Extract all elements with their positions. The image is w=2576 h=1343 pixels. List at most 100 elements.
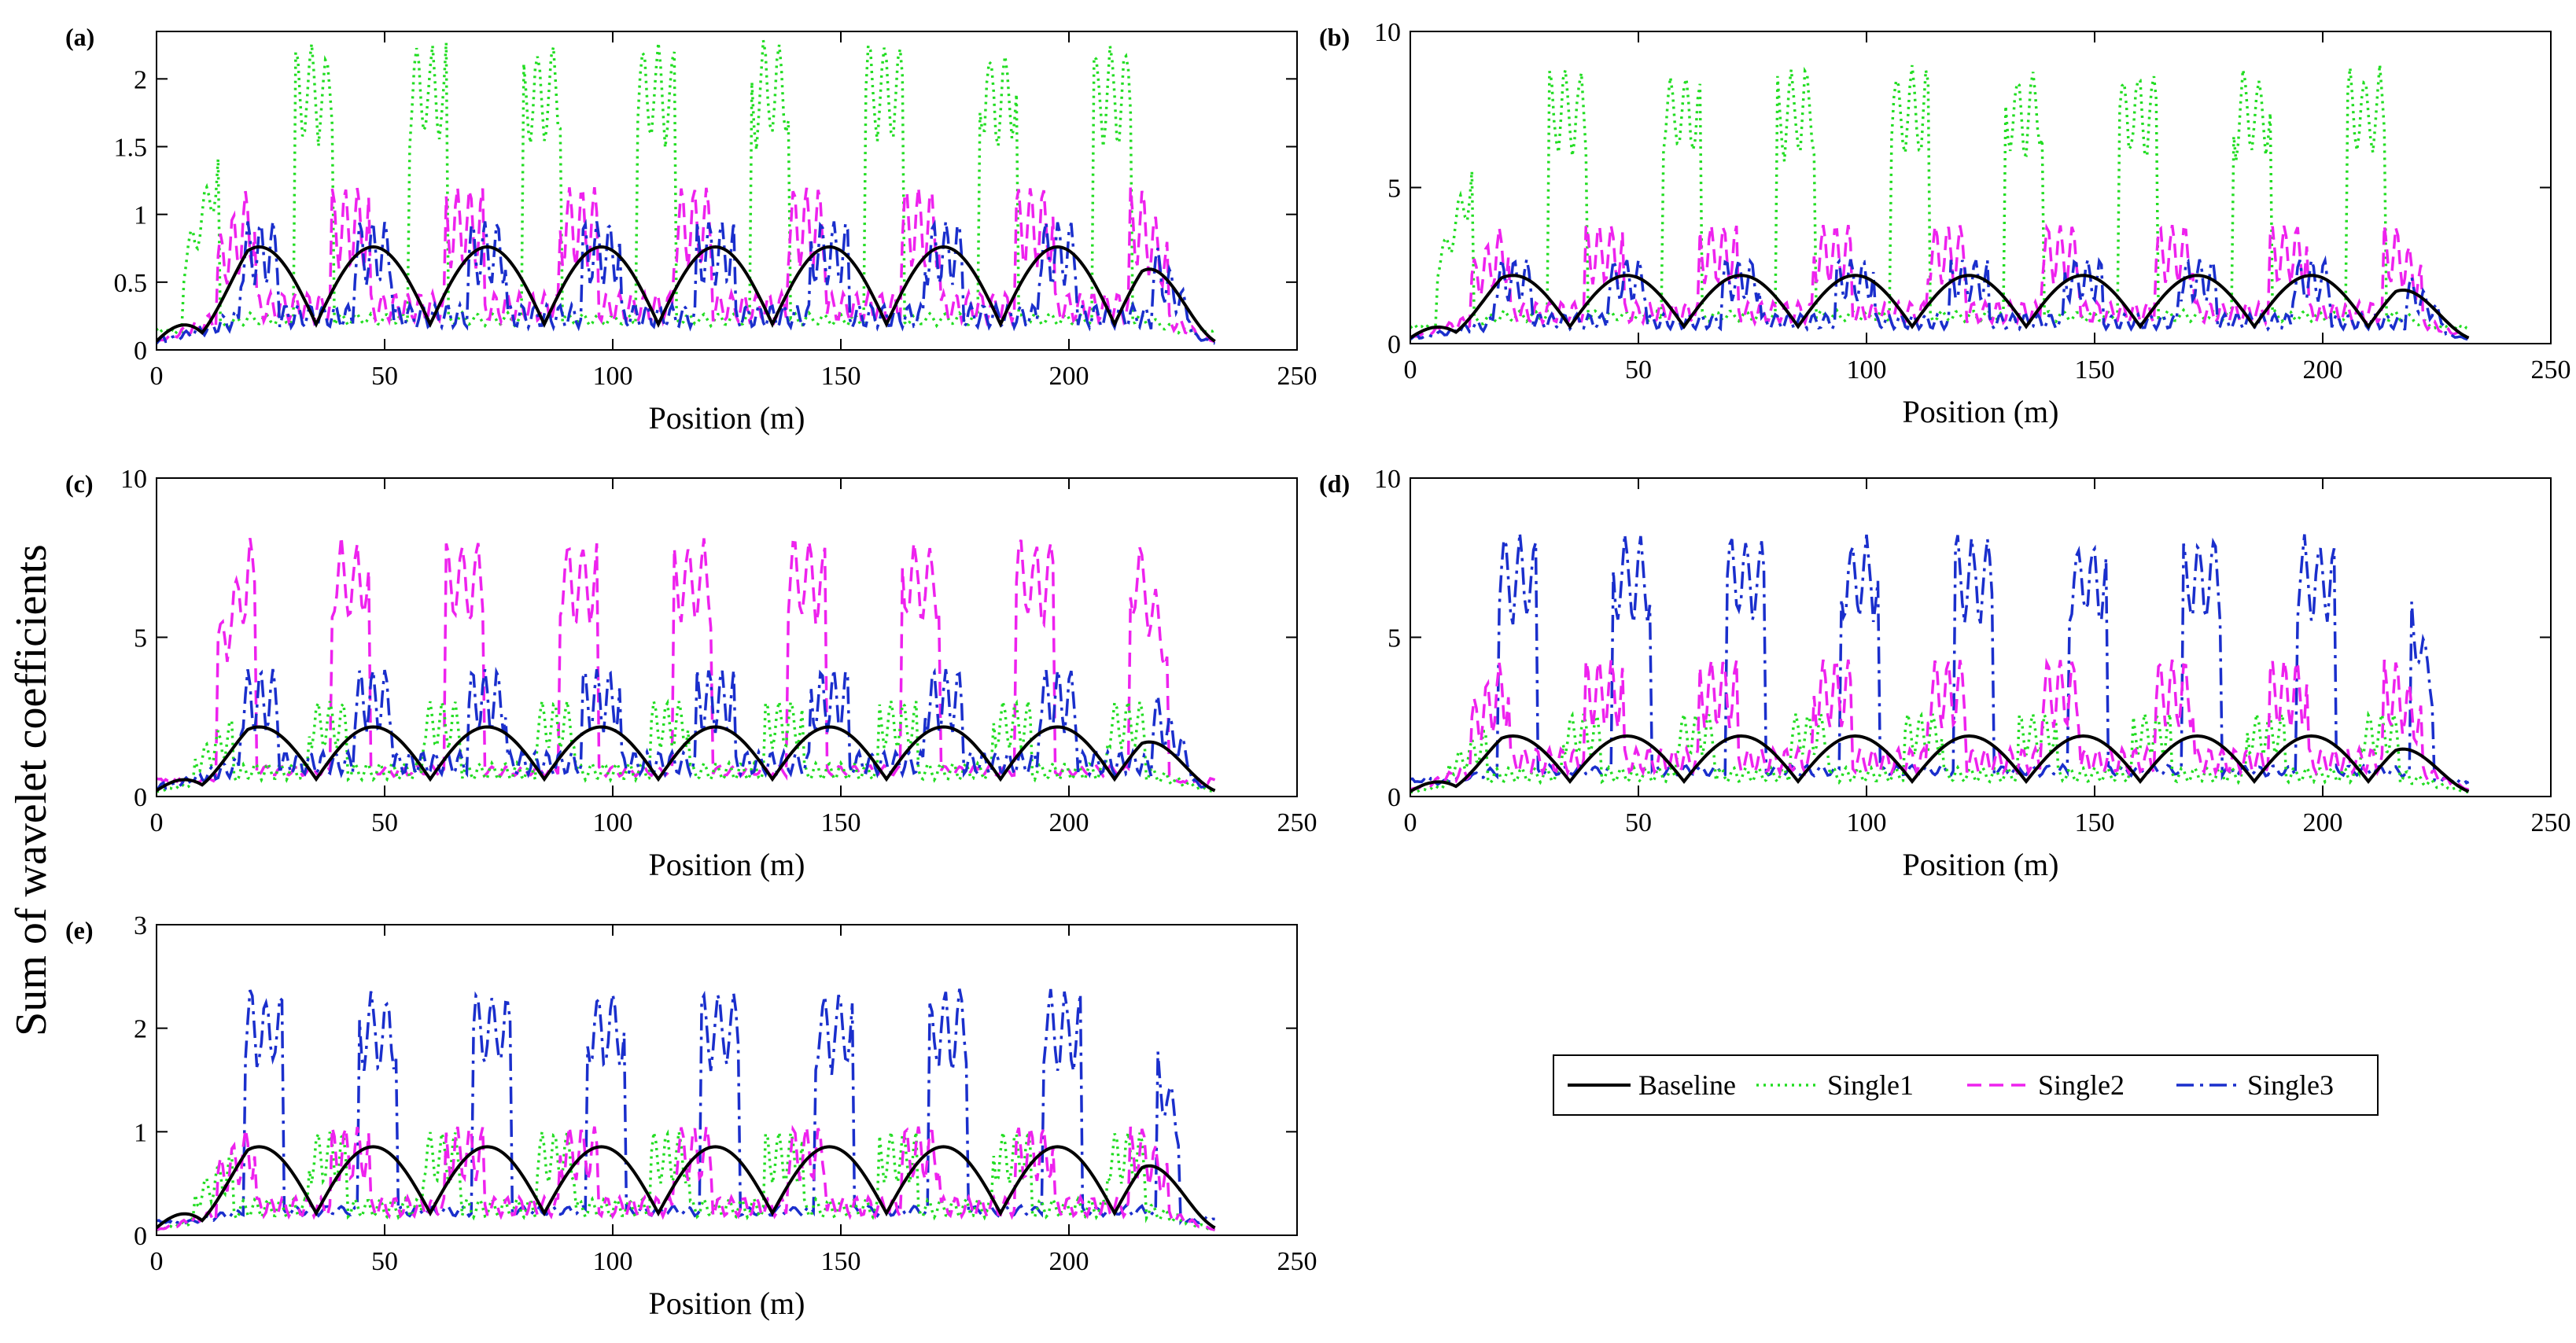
series-line-single3 (1410, 532, 2470, 786)
y-tick-label: 2 (134, 65, 147, 94)
x-tick-label: 50 (371, 808, 398, 837)
series-group (157, 536, 1216, 793)
panel-c: 0 50 100 150 200 250 0 5 10 Position (m) (c) (65, 465, 1317, 882)
x-tick-label: 0 (1404, 808, 1417, 837)
x-tick-label: 250 (1277, 362, 1317, 391)
y-tick-label: 0 (1388, 783, 1401, 812)
x-axis-label: Position (m) (1903, 847, 2059, 882)
y-tick-label: 10 (1374, 18, 1401, 47)
series-line-single1 (157, 39, 1216, 337)
series-line-single3 (157, 219, 1216, 345)
series-line-single1 (1410, 709, 2470, 794)
plot-frame (1410, 477, 2552, 797)
legend-label-single2: Single2 (2038, 1069, 2125, 1101)
x-tick-label: 200 (2303, 355, 2343, 385)
series-group (157, 988, 1216, 1232)
x-tick-label: 50 (1625, 808, 1652, 837)
series-line-single1 (157, 1128, 1216, 1232)
x-tick-label: 50 (1625, 355, 1652, 385)
y-tick-label: 0.5 (114, 269, 148, 298)
x-tick-label: 0 (150, 362, 164, 391)
x-tick-label: 200 (1049, 808, 1089, 837)
x-tick-label: 200 (2303, 808, 2343, 837)
series-line-single2 (1410, 657, 2470, 791)
series-line-single2 (157, 1124, 1215, 1231)
panel-d: 0 50 100 150 200 250 0 5 10 Position (m) (d) (1319, 465, 2571, 882)
legend-label-single3: Single3 (2247, 1069, 2334, 1101)
series-group (1410, 532, 2470, 794)
series-line-single3 (157, 988, 1215, 1226)
y-tick-label: 10 (120, 465, 147, 494)
series-line-single3 (1410, 255, 2469, 341)
x-axis-label: Position (m) (649, 847, 805, 882)
series-line-baseline (1410, 734, 2470, 793)
x-tick-label: 250 (2531, 808, 2571, 837)
x-tick-label: 250 (1277, 808, 1317, 837)
x-axis-label: Position (m) (649, 400, 805, 436)
y-tick-label: 1 (134, 201, 147, 230)
x-tick-label: 150 (2075, 355, 2115, 385)
x-tick-label: 0 (150, 808, 164, 837)
series-group (1410, 64, 2470, 341)
x-tick-label: 100 (1847, 355, 1887, 385)
x-axis-label: Position (m) (649, 1286, 805, 1321)
x-tick-label: 100 (1847, 808, 1887, 837)
x-tick-label: 100 (593, 1247, 633, 1276)
x-tick-label: 100 (593, 808, 633, 837)
y-tick-label: 10 (1374, 465, 1401, 494)
panel-label: (a) (65, 23, 94, 51)
panel-label: (c) (65, 469, 94, 498)
x-tick-label: 150 (821, 362, 861, 391)
y-tick-label: 1 (134, 1118, 147, 1147)
x-tick-label: 200 (1049, 1247, 1089, 1276)
y-tick-label: 5 (134, 624, 147, 653)
x-tick-label: 50 (371, 362, 398, 391)
y-tick-label: 0 (134, 783, 147, 812)
panel-b: 0 50 100 150 200 250 0 5 10 Position (m) (b) (1319, 18, 2571, 429)
panel-label: (b) (1319, 23, 1350, 51)
x-tick-label: 150 (821, 808, 861, 837)
legend-box (1553, 1054, 2379, 1116)
x-tick-label: 250 (2531, 355, 2571, 385)
x-tick-label: 0 (1404, 355, 1417, 385)
y-tick-label: 3 (134, 911, 147, 940)
x-tick-label: 250 (1277, 1247, 1317, 1276)
x-tick-label: 50 (371, 1247, 398, 1276)
series-line-single1 (157, 697, 1216, 793)
x-axis-label: Position (m) (1903, 394, 2059, 429)
series-group (157, 39, 1216, 345)
series-line-single2 (1410, 223, 2470, 340)
x-tick-label: 200 (1049, 362, 1089, 391)
legend: Baseline Single1 Single2 Single3 (1553, 1054, 2379, 1116)
x-tick-label: 150 (821, 1247, 861, 1276)
panel-label: (e) (65, 916, 94, 944)
x-tick-label: 100 (593, 362, 633, 391)
series-line-baseline (157, 1145, 1216, 1230)
x-tick-label: 150 (2075, 808, 2115, 837)
plot-frame (156, 31, 1298, 351)
legend-label-single1: Single1 (1827, 1069, 1914, 1101)
y-axis-label: Sum of wavelet coefficients (7, 544, 56, 1036)
y-tick-label: 5 (1388, 624, 1401, 653)
y-tick-label: 2 (134, 1015, 147, 1044)
y-tick-label: 1.5 (114, 133, 148, 162)
plot-frame (156, 924, 1298, 1236)
legend-label-baseline: Baseline (1638, 1069, 1736, 1101)
y-tick-label: 0 (134, 337, 147, 366)
plot-frame (156, 477, 1298, 797)
series-line-baseline (157, 725, 1216, 793)
y-tick-label: 0 (1388, 330, 1401, 359)
series-line-single1 (1410, 64, 2470, 333)
y-tick-label: 5 (1388, 175, 1401, 204)
series-line-baseline (1410, 274, 2470, 340)
panel-label: (d) (1319, 469, 1350, 498)
panel-e: 0 50 100 150 200 250 0 1 2 3 Position (m) (e) (65, 911, 1317, 1321)
x-tick-label: 0 (150, 1247, 164, 1276)
series-line-single2 (157, 536, 1216, 787)
series-line-single3 (157, 666, 1216, 792)
series-line-single2 (157, 187, 1216, 344)
series-line-baseline (157, 245, 1216, 343)
y-tick-label: 0 (134, 1222, 147, 1251)
